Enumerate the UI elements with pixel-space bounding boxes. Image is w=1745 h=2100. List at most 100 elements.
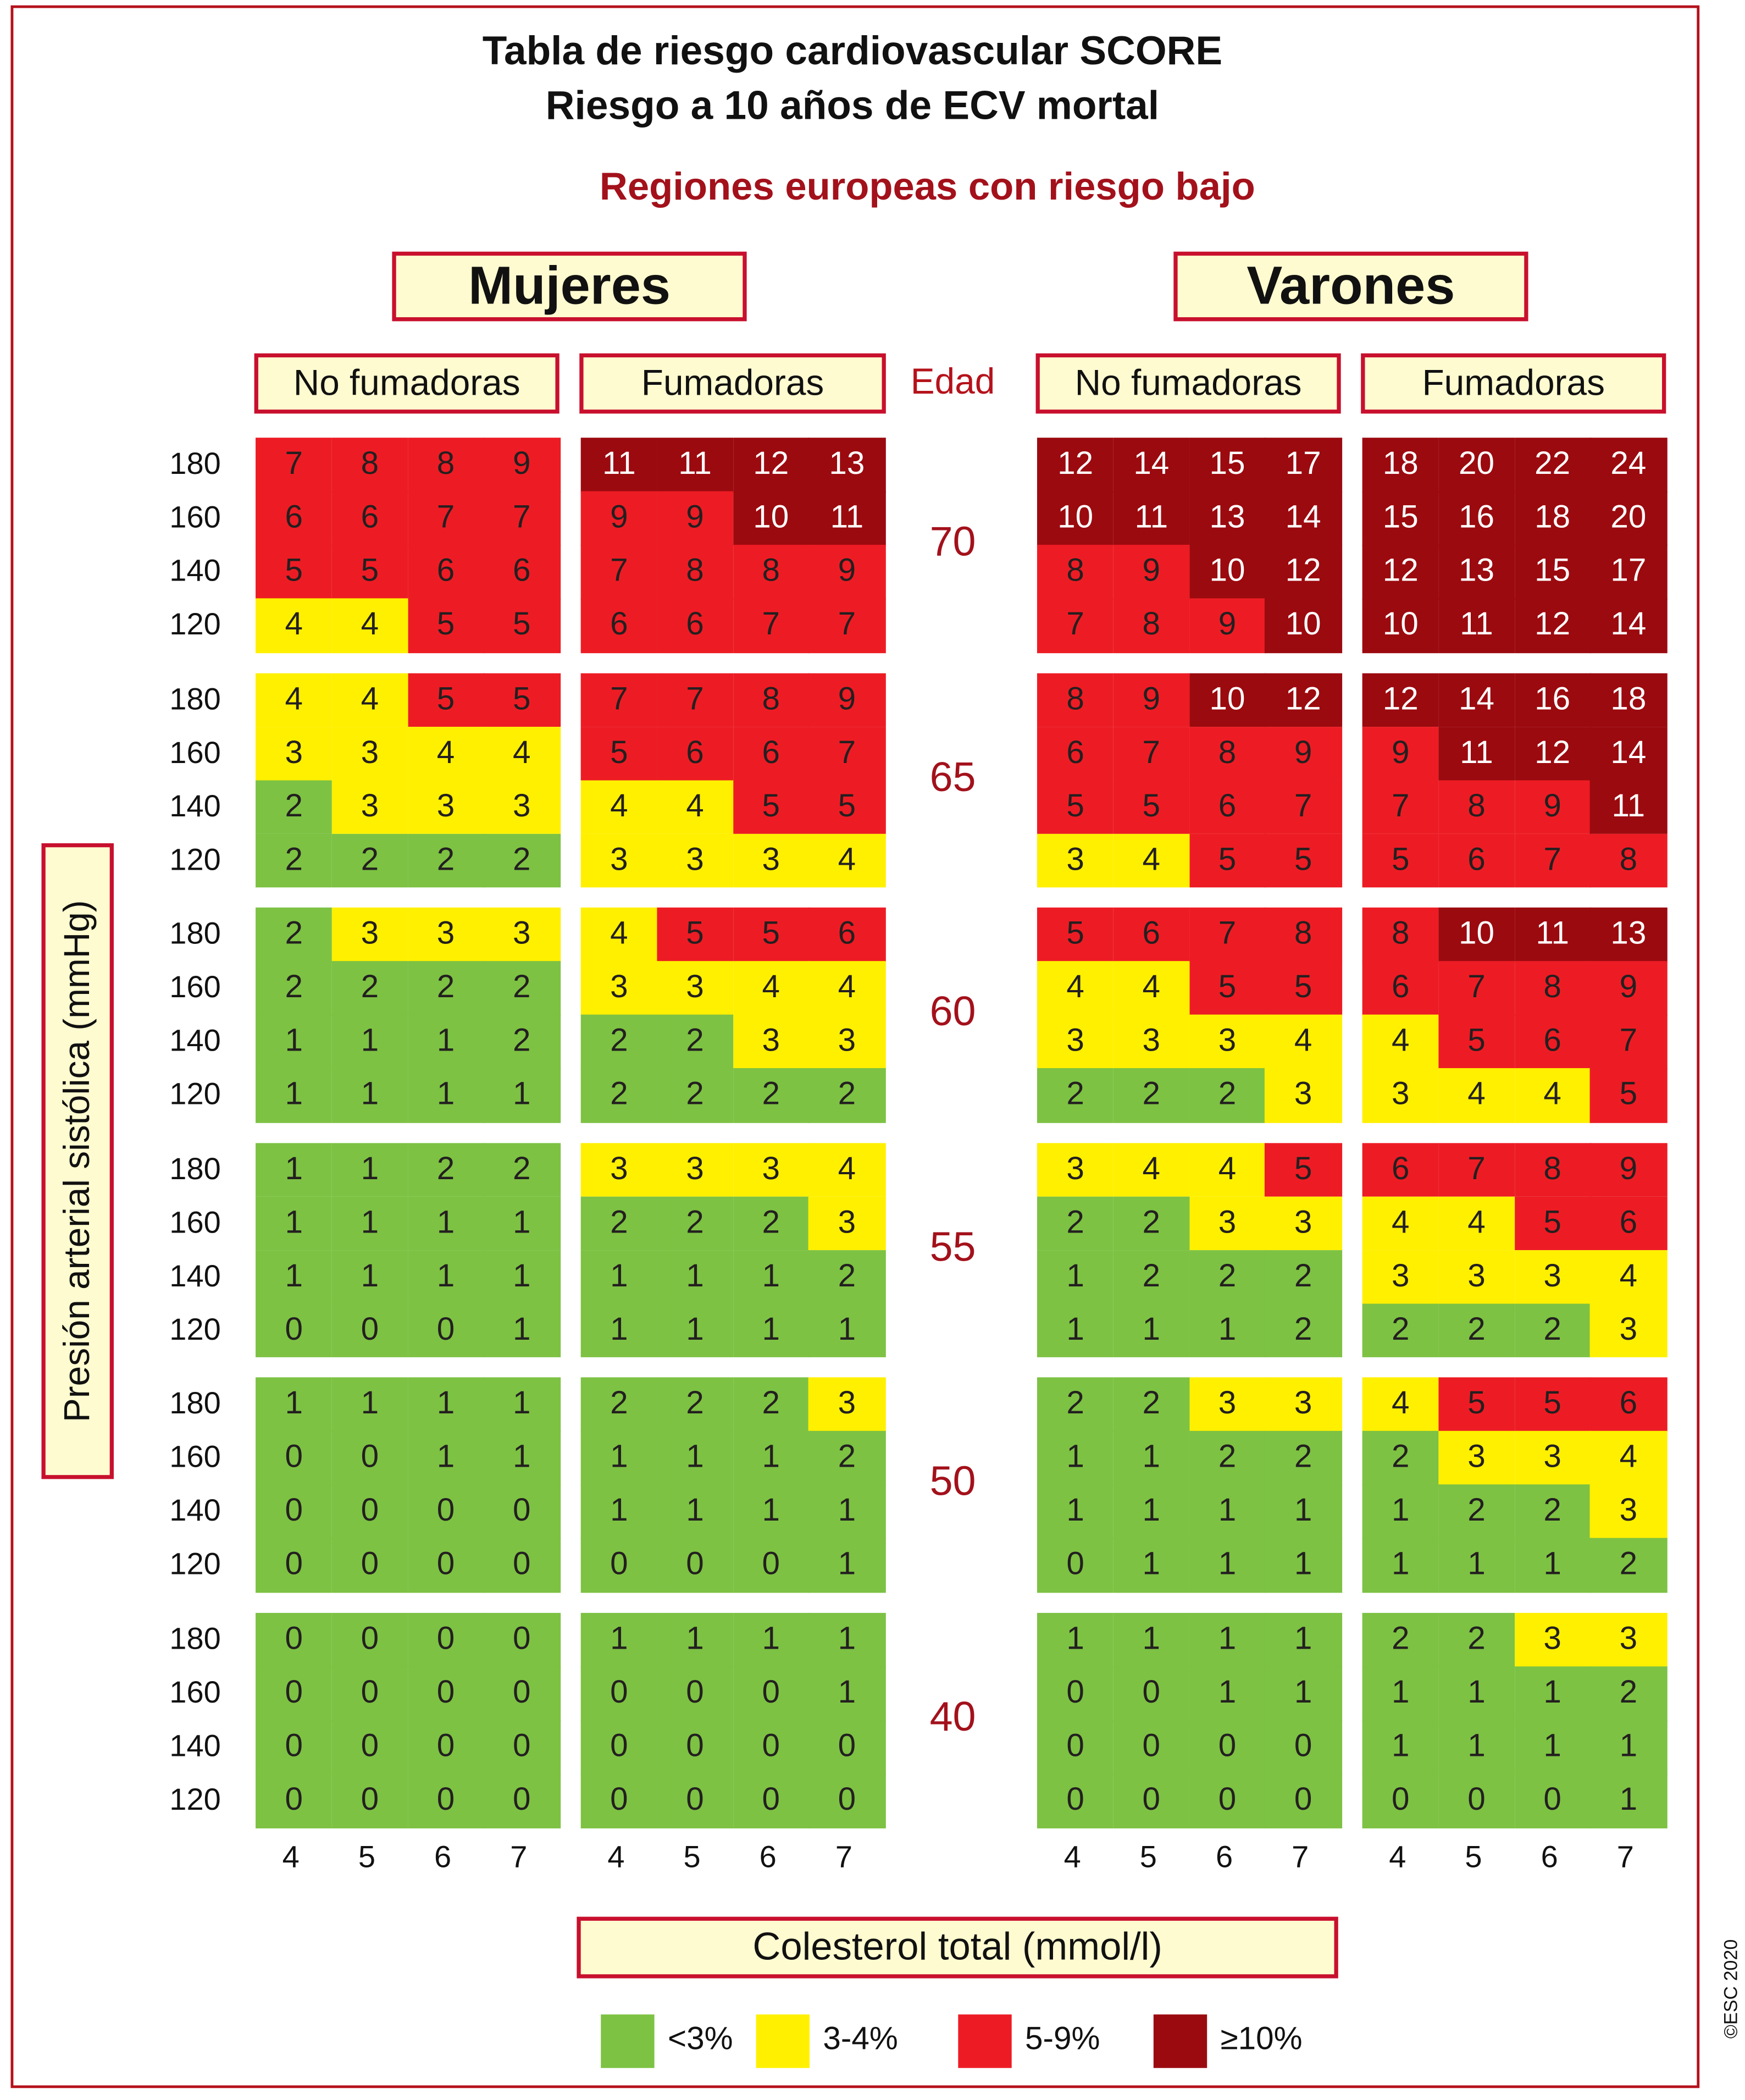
systolic-bp-tick-label: 180: [169, 445, 221, 481]
risk-cell: 0: [331, 1720, 408, 1775]
risk-cell: 1: [733, 1249, 810, 1304]
risk-cell: 2: [1113, 1196, 1190, 1251]
risk-cell: 15: [1362, 491, 1439, 546]
risk-cell: 2: [1265, 1303, 1342, 1357]
risk-cell: 6: [1113, 907, 1190, 962]
age-label: 50: [929, 1457, 976, 1505]
risk-cell: 3: [733, 1142, 810, 1197]
risk-cell: 5: [1438, 1014, 1515, 1069]
risk-cell: 0: [1189, 1773, 1266, 1828]
risk-cell: 3: [483, 907, 560, 962]
risk-cell: 4: [1037, 961, 1114, 1015]
systolic-bp-tick-label: 140: [169, 1023, 221, 1058]
cholesterol-tick-label: 4: [1063, 1839, 1081, 1874]
risk-cell: 0: [256, 1484, 333, 1539]
risk-cell: 1: [331, 1377, 408, 1432]
risk-cell: 3: [1189, 1377, 1266, 1432]
risk-cell: 4: [1514, 1068, 1591, 1123]
risk-cell: 5: [1265, 961, 1342, 1015]
systolic-bp-tick-label: 160: [169, 1674, 221, 1710]
risk-cell: 3: [1514, 1249, 1591, 1304]
men-nonsmoker-header: No fumadoras: [1035, 353, 1341, 414]
risk-cell: 6: [256, 491, 333, 546]
risk-cell: 0: [407, 1303, 484, 1357]
risk-cell: 10: [1265, 598, 1342, 653]
legend-swatch: [601, 2014, 655, 2068]
age-label: 60: [929, 987, 976, 1035]
risk-cell: 0: [1037, 1720, 1114, 1775]
risk-cell: 5: [580, 726, 658, 781]
risk-cell: 8: [1037, 672, 1114, 727]
risk-cell: 4: [256, 598, 333, 653]
risk-cell: 7: [1265, 780, 1342, 834]
risk-cell: 0: [331, 1773, 408, 1828]
risk-cell: 3: [580, 961, 658, 1015]
risk-cell: 3: [733, 833, 810, 888]
risk-cell: 1: [580, 1612, 658, 1667]
risk-cell: 1: [256, 1377, 333, 1432]
systolic-bp-tick-label: 160: [169, 499, 221, 534]
risk-cell: 4: [656, 780, 734, 834]
risk-cell: 0: [407, 1484, 484, 1539]
risk-cell: 6: [656, 598, 734, 653]
risk-cell: 1: [256, 1068, 333, 1123]
risk-cell: 1: [1514, 1720, 1591, 1775]
risk-cell: 8: [656, 544, 734, 599]
risk-cell: 1: [733, 1612, 810, 1667]
risk-cell: 1: [407, 1377, 484, 1432]
risk-cell: 2: [1189, 1430, 1266, 1485]
risk-cell: 0: [1438, 1773, 1515, 1828]
risk-cell: 1: [1113, 1538, 1190, 1593]
risk-cell: 1: [331, 1142, 408, 1197]
risk-cell: 2: [407, 1142, 484, 1197]
risk-cell: 7: [733, 598, 810, 653]
risk-cell: 1: [1265, 1484, 1342, 1539]
risk-cell: 1: [1037, 1303, 1114, 1357]
risk-cell: 12: [1037, 438, 1114, 492]
risk-cell: 5: [1265, 833, 1342, 888]
risk-cell: 2: [1590, 1538, 1667, 1593]
risk-cell: 18: [1362, 438, 1439, 492]
risk-cell: 1: [483, 1249, 560, 1304]
cholesterol-tick-label: 5: [1139, 1839, 1157, 1874]
risk-cell: 9: [1514, 780, 1591, 834]
risk-cell: 0: [256, 1666, 333, 1721]
risk-cell: 1: [656, 1249, 734, 1304]
risk-cell: 1: [1438, 1666, 1515, 1721]
risk-cell: 0: [656, 1538, 734, 1593]
risk-cell: 5: [256, 544, 333, 599]
risk-cell: 7: [1189, 907, 1266, 962]
risk-cell: 16: [1438, 491, 1515, 546]
risk-cell: 1: [1113, 1484, 1190, 1539]
risk-cell: 7: [580, 544, 658, 599]
y-axis-label: Presión arterial sistólica (mmHg): [41, 843, 114, 1479]
risk-cell: 1: [483, 1303, 560, 1357]
risk-cell: 7: [656, 672, 734, 727]
systolic-bp-tick-label: 120: [169, 1781, 221, 1817]
risk-cell: 6: [733, 726, 810, 781]
risk-cell: 5: [331, 544, 408, 599]
risk-cell: 3: [407, 780, 484, 834]
risk-cell: 1: [1362, 1666, 1439, 1721]
risk-cell: 2: [1113, 1377, 1190, 1432]
risk-cell: 3: [331, 907, 408, 962]
risk-cell: 4: [483, 726, 560, 781]
risk-cell: 11: [1590, 780, 1667, 834]
risk-cell: 0: [808, 1773, 885, 1828]
risk-cell: 1: [580, 1249, 658, 1304]
risk-cell: 3: [1037, 833, 1114, 888]
risk-cell: 16: [1514, 672, 1591, 727]
risk-cell: 4: [407, 726, 484, 781]
risk-cell: 2: [407, 833, 484, 888]
risk-cell: 1: [407, 1196, 484, 1251]
risk-cell: 3: [656, 1142, 734, 1197]
risk-cell: 5: [407, 672, 484, 727]
risk-cell: 24: [1590, 438, 1667, 492]
risk-cell: 6: [656, 726, 734, 781]
risk-cell: 2: [1514, 1303, 1591, 1357]
risk-cell: 5: [407, 598, 484, 653]
risk-cell: 1: [808, 1538, 885, 1593]
risk-cell: 2: [656, 1377, 734, 1432]
risk-cell: 9: [1189, 598, 1266, 653]
risk-cell: 0: [331, 1612, 408, 1667]
